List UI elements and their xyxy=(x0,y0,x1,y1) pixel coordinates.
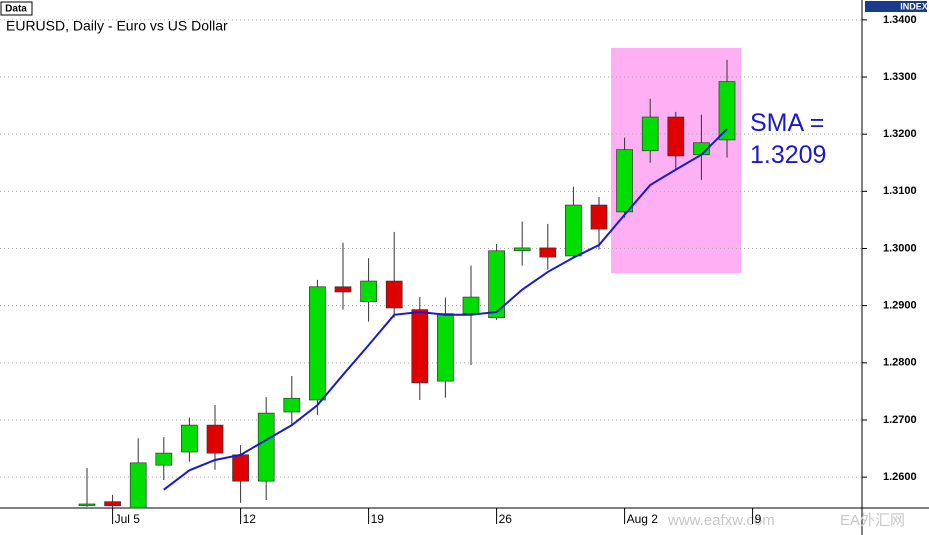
candle-body xyxy=(104,501,121,507)
panel-label: Data xyxy=(5,4,27,15)
y-tick-label: 1.3200 xyxy=(883,128,917,140)
chart-title: EURUSD, Daily - Euro vs US Dollar xyxy=(6,18,228,34)
x-tick-label: 26 xyxy=(499,512,513,526)
candle-body xyxy=(488,250,505,319)
annotation: SMA = 1.3209 xyxy=(750,109,826,169)
candle-body xyxy=(718,81,736,141)
candle-body xyxy=(283,397,301,413)
x-tick-label: Jul 5 xyxy=(115,512,141,526)
candle-body xyxy=(206,424,224,454)
candle-body xyxy=(360,280,377,303)
candle-body xyxy=(411,309,429,384)
candle-body xyxy=(181,424,198,453)
candle-body xyxy=(257,412,275,482)
x-tick-label: 12 xyxy=(243,512,257,526)
y-tick-label: 1.3400 xyxy=(883,14,917,26)
candle-body xyxy=(129,462,147,509)
watermark: EA外汇网 xyxy=(840,512,905,529)
y-tick-label: 1.2600 xyxy=(883,471,917,483)
candle-body xyxy=(513,247,531,252)
y-tick-label: 1.3300 xyxy=(883,71,917,83)
candle-body xyxy=(616,149,633,213)
candle-body xyxy=(334,286,352,293)
axis-label-box xyxy=(865,1,927,12)
candle-body xyxy=(565,204,582,257)
x-tick-label: Aug 2 xyxy=(627,512,659,526)
candle-body xyxy=(78,503,96,506)
candle-body xyxy=(385,280,403,309)
candle-body xyxy=(539,247,557,258)
axis-label: INDEX xyxy=(900,1,928,11)
candle-body xyxy=(155,452,173,466)
candle-body xyxy=(309,286,326,401)
sma-line xyxy=(163,128,728,491)
x-tick-label: 9 xyxy=(755,512,762,526)
y-tick-label: 1.3000 xyxy=(883,242,917,254)
y-tick-label: 1.3100 xyxy=(883,185,917,197)
candle-body xyxy=(590,204,608,230)
candle-body xyxy=(232,454,249,482)
y-tick-label: 1.2700 xyxy=(883,414,917,426)
candle-body xyxy=(667,116,685,157)
y-tick-label: 1.2800 xyxy=(883,357,917,369)
candle-body xyxy=(462,296,480,315)
y-tick-label: 1.2900 xyxy=(883,300,917,312)
x-tick-label: 19 xyxy=(371,512,385,526)
panel-label-box xyxy=(0,1,33,16)
plot-area xyxy=(0,19,862,509)
watermark: www.eafxw.com xyxy=(667,512,775,529)
candle-body xyxy=(437,313,454,382)
candle-body xyxy=(641,116,659,152)
